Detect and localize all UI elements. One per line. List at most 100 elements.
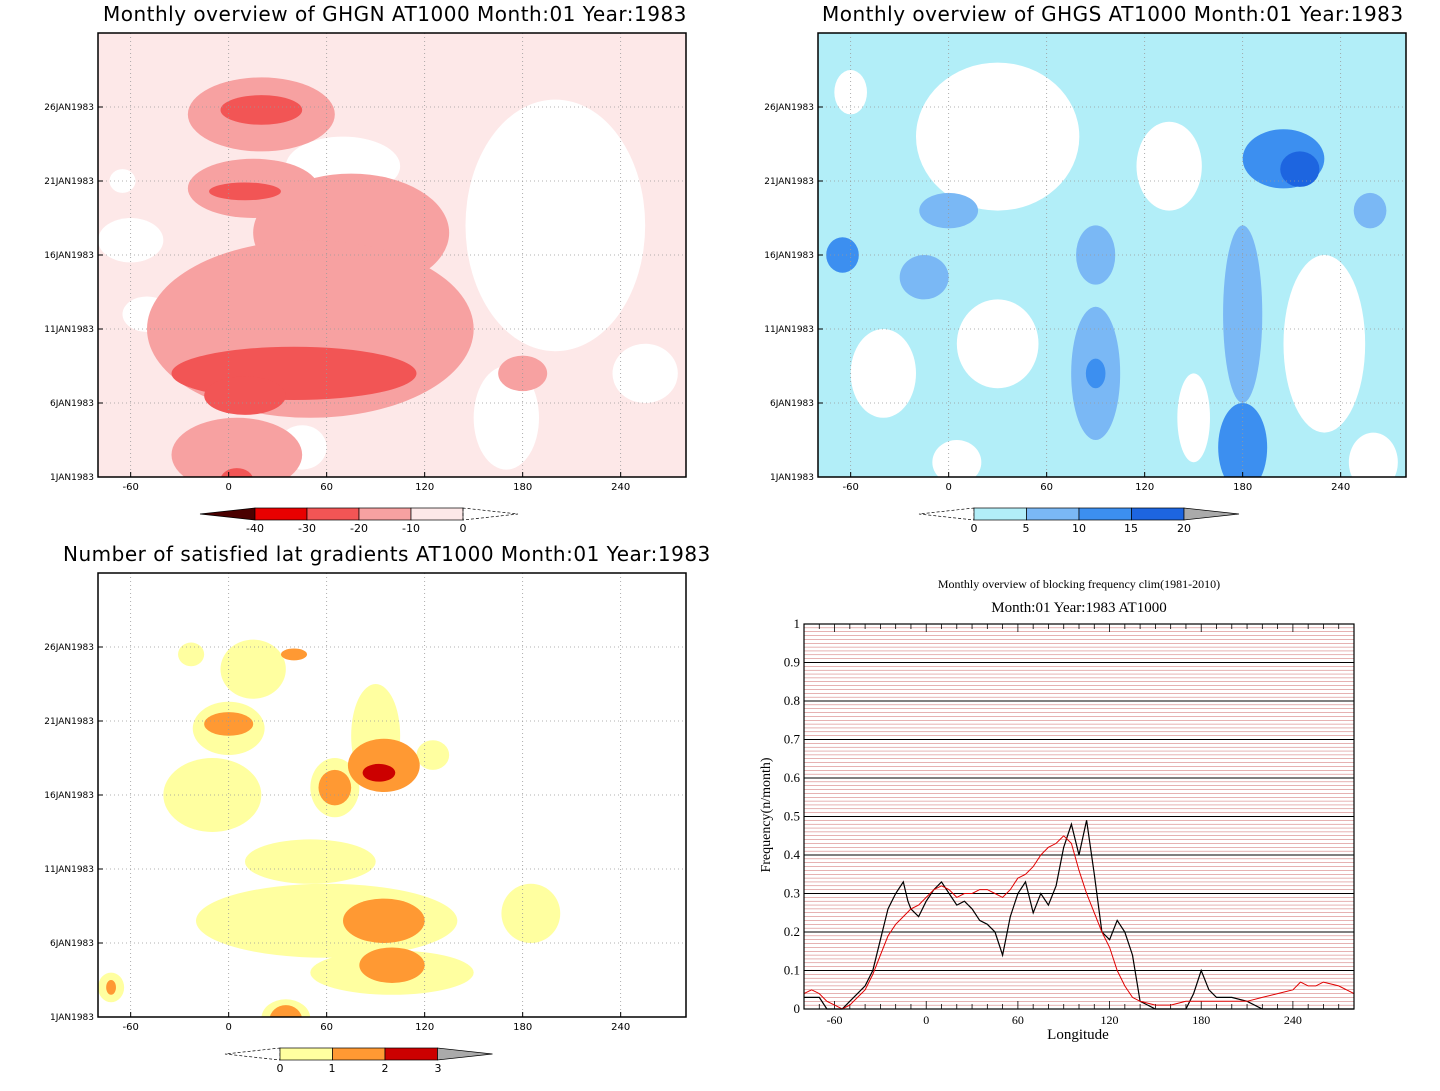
ghgs-contour-1 (899, 255, 949, 300)
ghgs-contour-8 (1218, 403, 1268, 477)
ghgs-white-patch-6 (932, 440, 982, 477)
freq-ytick-4: 0.4 (784, 847, 801, 862)
ghgs-colorbar-label-3: 15 (1124, 522, 1138, 535)
freq-ytick-10: 1 (794, 616, 801, 631)
ghgs-xtick-3: 120 (1135, 482, 1154, 493)
ghgn-ytick-0: 26JAN1983 (44, 103, 94, 113)
ghgn-colorbar-label-1: -30 (298, 522, 316, 535)
ghgs-colorbar-cell-2 (1078, 507, 1132, 521)
sat-ytick-5: 1JAN1983 (50, 1013, 94, 1023)
ghgn-colorbar-right-arrow (462, 507, 519, 521)
sat-contour-plot: -60 0 60 120 180 24026JAN198321JAN198316JAN19… (44, 572, 687, 1075)
sat-colorbar-label-0: 0 (277, 1062, 284, 1075)
freq-subtitle: Month:01 Year:1983 AT1000 (991, 600, 1166, 616)
ghgs-ytick-4: 6JAN1983 (770, 399, 814, 409)
freq-series-line-0 (804, 820, 1354, 1010)
ghgs-colorbar-label-1: 5 (1023, 522, 1030, 535)
sat-ytick-4: 6JAN1983 (50, 939, 94, 949)
ghgn-xtick-4: 180 (513, 482, 532, 493)
freq-ytick-0: 0 (794, 1001, 801, 1016)
ghgn-contour-6 (220, 95, 303, 125)
sat-contour-0 (178, 642, 205, 667)
freq-xtick-4: 180 (1192, 1013, 1210, 1027)
ghgs-contour-5 (1353, 192, 1387, 229)
ghgs-white-patch-3 (1136, 121, 1202, 211)
ghgs-colorbar-label-4: 20 (1177, 522, 1191, 535)
sat-colorbar-cell-0 (279, 1047, 333, 1061)
ghgn-colorbar-label-3: -10 (402, 522, 420, 535)
ghgn-xtick-0: -60 (122, 482, 138, 493)
ghgs-xtick-5: 240 (1331, 482, 1350, 493)
ghgs-white-patch-0 (916, 62, 1080, 211)
sat-frame (97, 572, 687, 1018)
freq-xlabel: Longitude (1047, 1027, 1109, 1043)
sat-contour-15 (318, 769, 352, 806)
ghgn-frame (97, 32, 687, 478)
ghgn-colorbar-cell-1 (306, 507, 360, 521)
sat-title: Number of satisfied lat gradients AT1000… (63, 542, 711, 566)
ghgs-colorbar-cell-3 (1131, 507, 1185, 521)
ghgs-xtick-0: -60 (842, 482, 858, 493)
ghgn-colorbar-cell-3 (410, 507, 464, 521)
sat-colorbar-right-arrow (437, 1047, 493, 1061)
ghgn-colorbar-cell-2 (358, 507, 412, 521)
sat-xtick-2: 60 (320, 1022, 333, 1033)
freq-xtick-3: 120 (1101, 1013, 1119, 1027)
sat-contour-13 (280, 648, 308, 661)
ghgs-ytick-2: 16JAN1983 (764, 251, 814, 261)
sat-xtick-0: -60 (122, 1022, 138, 1033)
sat-ytick-2: 16JAN1983 (44, 791, 94, 801)
sat-ytick-3: 11JAN1983 (44, 865, 94, 875)
ghgn-xtick-3: 120 (415, 482, 434, 493)
sat-colorbar-cell-2 (384, 1047, 438, 1061)
ghgn-colorbar-label-0: -40 (246, 522, 264, 535)
ghgn-ytick-3: 11JAN1983 (44, 325, 94, 335)
ghgs-white-patch-2 (850, 329, 916, 418)
ghgn-ytick-4: 6JAN1983 (50, 399, 94, 409)
sat-ytick-0: 26JAN1983 (44, 643, 94, 653)
ghgs-colorbar-cell-1 (1026, 507, 1080, 521)
ghgs-contour-4 (1223, 225, 1263, 403)
ghgs-colorbar-left-arrow (918, 507, 975, 521)
ghgs-ytick-5: 1JAN1983 (770, 473, 814, 483)
freq-ytick-6: 0.6 (784, 770, 801, 785)
sat-contour-7 (245, 839, 376, 884)
ghgs-white-patch-1 (956, 299, 1039, 389)
ghgn-white-patch-4 (465, 99, 646, 352)
freq-xtick-5: 240 (1284, 1013, 1302, 1027)
ghgs-colorbar-label-2: 10 (1072, 522, 1086, 535)
freq-xtick-1: 0 (923, 1013, 929, 1027)
ghgs-colorbar-right-arrow (1183, 507, 1240, 521)
ghgn-xtick-2: 60 (320, 482, 333, 493)
sat-colorbar-label-3: 3 (435, 1062, 442, 1075)
sat-contour-19 (269, 1005, 302, 1017)
ghgn-contour-plot: -60 0 60 120 180 240 26JAN1983 21JAN1983 16JAN19… (44, 32, 687, 535)
ghgn-contour-7 (209, 182, 281, 201)
ghgs-colorbar-cell-0 (973, 507, 1027, 521)
ghgn-xtick-5: 240 (611, 482, 630, 493)
sat-colorbar-label-1: 1 (329, 1062, 336, 1075)
ghgn-white-patch-7 (612, 343, 678, 403)
sat-field (98, 573, 686, 1017)
ghgn-colorbar-label-4: 0 (460, 522, 467, 535)
ghgn-ytick-5: 1JAN1983 (50, 473, 94, 483)
ghgn-white-patch-0 (98, 218, 164, 263)
sat-xtick-4: 180 (513, 1022, 532, 1033)
ghgs-ytick-3: 11JAN1983 (764, 325, 814, 335)
ghgn-contour-9 (204, 376, 286, 415)
sat-contour-21 (362, 763, 396, 782)
ghgn-title: Monthly overview of GHGN AT1000 Month:01… (103, 2, 687, 26)
ghgn-colorbar-cell-0 (254, 507, 308, 521)
ghgs-ytick-1: 21JAN1983 (764, 177, 814, 187)
sat-contour-11 (501, 883, 561, 943)
sat-colorbar-cell-1 (332, 1047, 386, 1061)
ghgs-xtick-4: 180 (1233, 482, 1252, 493)
ghgn-xtick-1: 0 (225, 482, 231, 493)
freq-ylabel: Frequency(n/month) (759, 757, 774, 872)
sat-contour-20 (106, 980, 116, 995)
sat-contour-14 (204, 712, 254, 736)
sat-xtick-1: 0 (225, 1022, 231, 1033)
ghgs-contour-2 (1076, 225, 1116, 285)
ghgn-colorbar-left-arrow (199, 507, 256, 521)
freq-ytick-8: 0.8 (784, 693, 800, 708)
